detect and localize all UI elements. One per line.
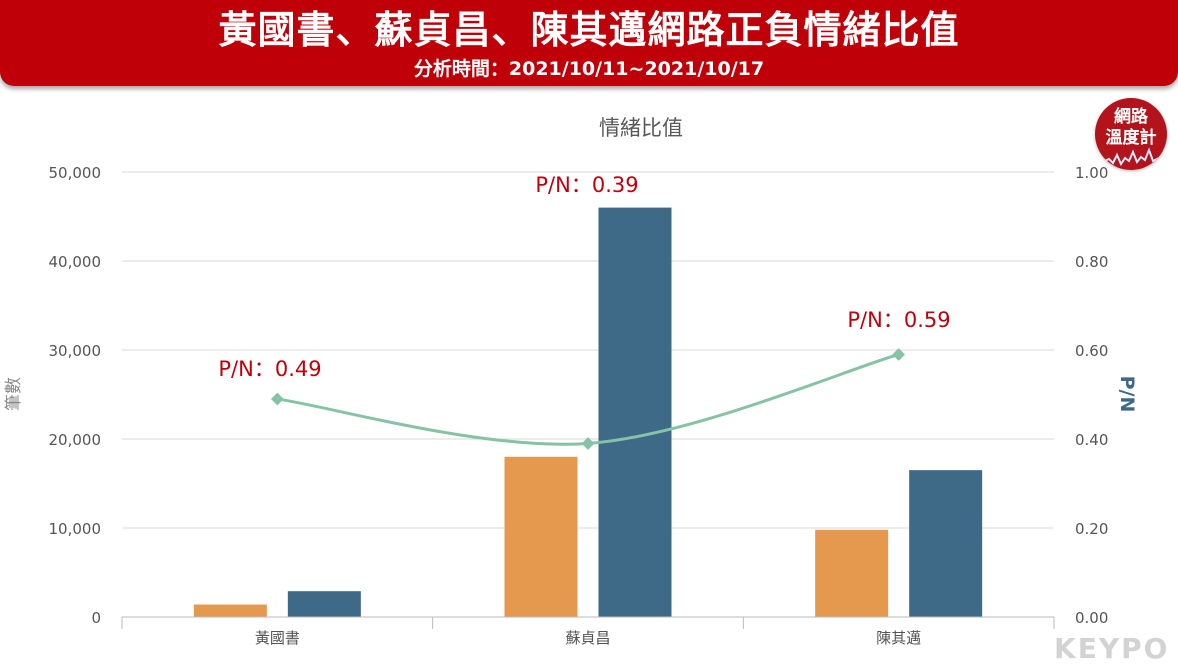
category-label: 黃國書 (255, 629, 300, 647)
x-axis: 黃國書 蘇貞昌 陳其邁 (121, 616, 1055, 647)
badge-line-2: 溫度計 (1105, 128, 1157, 148)
right-axis-ticks: 0.00 0.20 0.40 0.60 0.80 1.00 (1075, 164, 1108, 627)
right-tick-label: 0.80 (1075, 253, 1108, 271)
bar (193, 604, 267, 617)
pulse-icon (1102, 147, 1160, 167)
pn-line (277, 353, 900, 446)
right-tick-label: 0.00 (1075, 609, 1108, 627)
bar (598, 207, 672, 617)
analysis-period: 分析時間：2021/10/11~2021/10/17 (413, 58, 765, 80)
page-title: 黃國書、蘇貞昌、陳其邁網路正負情緒比值 (218, 8, 960, 52)
left-tick-label: 30,000 (49, 342, 102, 360)
pn-point (270, 392, 284, 406)
bar (287, 591, 361, 617)
chart-title: 情緒比值 (599, 116, 683, 140)
bar (909, 470, 983, 617)
keypo-logo-text: KEYPO (1054, 632, 1168, 664)
right-tick-label: 0.60 (1075, 342, 1108, 360)
pn-annotation: P/N：0.39 (535, 173, 638, 197)
keypo-logo: KEYPO (1052, 628, 1168, 665)
left-tick-label: 10,000 (49, 520, 102, 538)
bar (815, 529, 889, 617)
badge-line-1: 網路 (1114, 107, 1148, 127)
right-axis-label: P/N (1116, 376, 1138, 413)
left-tick-label: 40,000 (49, 253, 102, 271)
title-banner: 黃國書、蘇貞昌、陳其邁網路正負情緒比值 分析時間：2021/10/11~2021… (0, 0, 1178, 86)
left-axis-label: 筆數 (4, 377, 24, 411)
pn-annotations: P/N：0.49 P/N：0.39 P/N：0.59 (218, 173, 950, 381)
right-tick-label: 0.40 (1075, 431, 1108, 449)
thermometer-badge: 網路 溫度計 (1095, 98, 1167, 170)
right-tick-label: 1.00 (1075, 164, 1108, 182)
bars (193, 207, 983, 617)
category-label: 蘇貞昌 (565, 629, 610, 647)
left-tick-label: 20,000 (49, 431, 102, 449)
left-axis-ticks: 0 10,000 20,000 30,000 40,000 50,000 (49, 164, 102, 627)
category-label: 陳其邁 (876, 629, 921, 647)
left-tick-label: 50,000 (49, 164, 102, 182)
grid-lines (122, 171, 1054, 529)
left-tick-label: 0 (91, 609, 101, 627)
pn-annotation: P/N：0.59 (847, 308, 950, 332)
right-tick-label: 0.20 (1075, 520, 1108, 538)
pn-annotation: P/N：0.49 (218, 357, 321, 381)
pn-line-series (270, 348, 906, 450)
bar (504, 456, 578, 617)
